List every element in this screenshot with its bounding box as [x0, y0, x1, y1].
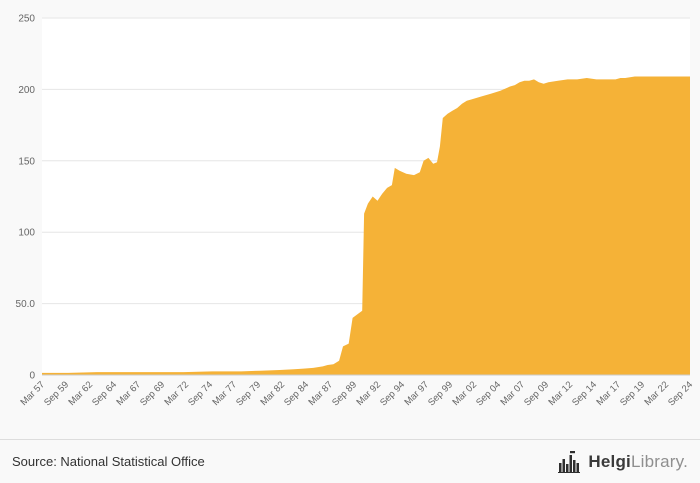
svg-text:Mar 62: Mar 62: [66, 379, 95, 408]
svg-text:Sep 89: Sep 89: [330, 379, 359, 408]
svg-text:0: 0: [29, 371, 35, 382]
svg-text:Sep 99: Sep 99: [426, 379, 455, 408]
svg-text:Sep 14: Sep 14: [570, 379, 599, 408]
svg-text:200: 200: [18, 85, 35, 96]
brand-text-library: Library.: [630, 451, 688, 471]
svg-text:Sep 19: Sep 19: [618, 379, 647, 408]
svg-text:Mar 92: Mar 92: [354, 379, 383, 408]
svg-text:Mar 87: Mar 87: [306, 379, 335, 408]
brand-logo: HelgiLibrary.: [558, 450, 688, 473]
svg-text:Sep 64: Sep 64: [90, 379, 119, 408]
svg-text:Mar 17: Mar 17: [594, 379, 623, 408]
svg-text:Mar 97: Mar 97: [402, 379, 431, 408]
svg-text:Sep 84: Sep 84: [282, 379, 311, 408]
svg-text:150: 150: [18, 156, 35, 167]
svg-text:Mar 77: Mar 77: [210, 379, 239, 408]
svg-text:Sep 24: Sep 24: [666, 379, 695, 408]
helgi-skyline-icon: [558, 450, 582, 473]
svg-text:Mar 57: Mar 57: [18, 379, 47, 408]
source-text: Source: National Statistical Office: [12, 454, 205, 469]
svg-text:Mar 12: Mar 12: [546, 379, 575, 408]
brand-text-helgi: Helgi: [588, 451, 631, 471]
brand-text: HelgiLibrary.: [588, 452, 688, 472]
svg-text:Sep 59: Sep 59: [42, 379, 71, 408]
svg-text:Sep 74: Sep 74: [186, 379, 215, 408]
svg-text:Mar 02: Mar 02: [450, 379, 479, 408]
svg-text:100: 100: [18, 228, 35, 239]
svg-text:Sep 94: Sep 94: [378, 379, 407, 408]
svg-text:Mar 72: Mar 72: [162, 379, 191, 408]
svg-text:Sep 79: Sep 79: [234, 379, 263, 408]
svg-text:250: 250: [18, 14, 35, 25]
svg-text:Mar 67: Mar 67: [114, 379, 143, 408]
svg-text:Mar 07: Mar 07: [498, 379, 527, 408]
svg-text:Mar 82: Mar 82: [258, 379, 287, 408]
svg-text:Mar 22: Mar 22: [642, 379, 671, 408]
svg-text:Sep 69: Sep 69: [138, 379, 167, 408]
svg-text:Sep 04: Sep 04: [474, 379, 503, 408]
svg-text:Sep 09: Sep 09: [522, 379, 551, 408]
chart-footer: Source: National Statistical Office: [0, 439, 700, 483]
svg-text:50.0: 50.0: [16, 299, 36, 310]
chart-area: 0 50.0 100 150 200 250 Mar 57 Sep 59 Mar 62 Sep 6…: [16, 14, 696, 409]
